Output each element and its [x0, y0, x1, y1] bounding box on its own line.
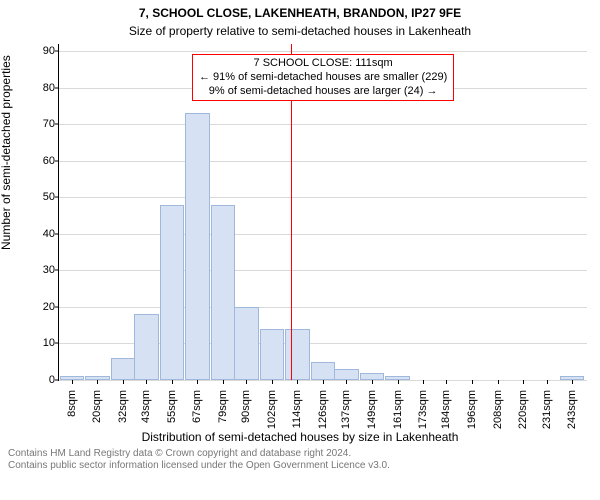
plot-area: 01020304050607080908sqm20sqm32sqm43sqm55…: [58, 44, 587, 381]
x-tick-mark: [246, 380, 247, 384]
x-tick-mark: [72, 380, 73, 384]
chart-caption: Contains HM Land Registry data © Crown c…: [8, 448, 390, 472]
x-tick-mark: [498, 380, 499, 384]
chart-subtitle: Size of property relative to semi-detach…: [0, 24, 600, 38]
y-tick-label: 40: [43, 228, 55, 240]
y-tick-label: 50: [43, 191, 55, 203]
y-tick-mark: [55, 160, 59, 161]
histogram-bar: [334, 369, 359, 380]
grid-line: [59, 124, 587, 125]
x-tick-mark: [446, 380, 447, 384]
histogram-bar: [311, 362, 336, 380]
y-tick-label: 20: [43, 301, 55, 313]
x-tick-mark: [272, 380, 273, 384]
x-tick-mark: [372, 380, 373, 384]
x-tick-label: 43sqm: [140, 390, 152, 423]
histogram-bar: [260, 329, 285, 380]
histogram-bar: [285, 329, 310, 380]
x-tick-label: 55sqm: [166, 390, 178, 423]
x-tick-mark: [423, 380, 424, 384]
y-axis-label: Number of semi-detached properties: [0, 55, 13, 250]
grid-line: [59, 307, 587, 308]
y-tick-mark: [55, 51, 59, 52]
x-tick-label: 220sqm: [517, 390, 529, 429]
x-tick-label: 114sqm: [291, 390, 303, 428]
grid-line: [59, 51, 587, 52]
x-tick-mark: [323, 380, 324, 384]
chart-title: 7, SCHOOL CLOSE, LAKENHEATH, BRANDON, IP…: [0, 6, 600, 20]
x-tick-mark: [346, 380, 347, 384]
x-tick-label: 8sqm: [66, 390, 78, 417]
x-tick-mark: [398, 380, 399, 384]
x-tick-label: 208sqm: [492, 390, 504, 429]
y-tick-mark: [55, 124, 59, 125]
histogram-bar: [211, 205, 236, 380]
x-tick-mark: [547, 380, 548, 384]
chart-container: { "title_main": "7, SCHOOL CLOSE, LAKENH…: [0, 0, 600, 500]
histogram-bar: [234, 307, 259, 380]
annotation-line: 7 SCHOOL CLOSE: 111sqm: [199, 57, 447, 71]
y-tick-label: 10: [43, 337, 55, 349]
x-tick-mark: [197, 380, 198, 384]
x-tick-label: 79sqm: [217, 390, 229, 423]
y-tick-mark: [55, 380, 59, 381]
x-tick-mark: [123, 380, 124, 384]
x-tick-label: 161sqm: [392, 390, 404, 429]
histogram-bar: [160, 205, 185, 380]
x-tick-mark: [572, 380, 573, 384]
histogram-bar: [185, 113, 210, 380]
x-tick-mark: [146, 380, 147, 384]
x-tick-label: 126sqm: [317, 390, 329, 429]
x-tick-label: 149sqm: [366, 390, 378, 429]
x-tick-label: 32sqm: [117, 390, 129, 423]
x-tick-label: 102sqm: [266, 390, 278, 429]
y-tick-mark: [55, 306, 59, 307]
grid-line: [59, 234, 587, 235]
y-tick-mark: [55, 270, 59, 271]
annotation-line: 9% of semi-detached houses are larger (2…: [199, 85, 447, 99]
x-tick-label: 90sqm: [240, 390, 252, 423]
y-tick-label: 30: [43, 264, 55, 276]
y-tick-mark: [55, 343, 59, 344]
x-tick-mark: [172, 380, 173, 384]
x-tick-mark: [523, 380, 524, 384]
x-tick-label: 184sqm: [440, 390, 452, 429]
annotation-box: 7 SCHOOL CLOSE: 111sqm← 91% of semi-deta…: [192, 54, 454, 101]
y-tick-label: 0: [49, 374, 55, 386]
x-tick-mark: [472, 380, 473, 384]
x-tick-label: 20sqm: [91, 390, 103, 423]
grid-line: [59, 197, 587, 198]
x-tick-mark: [223, 380, 224, 384]
x-tick-label: 231sqm: [541, 390, 553, 429]
y-tick-label: 90: [43, 45, 55, 57]
grid-line: [59, 270, 587, 271]
x-tick-label: 137sqm: [340, 390, 352, 429]
y-tick-mark: [55, 197, 59, 198]
y-tick-label: 70: [43, 118, 55, 130]
x-tick-label: 243sqm: [566, 390, 578, 429]
y-tick-mark: [55, 233, 59, 234]
y-tick-label: 80: [43, 82, 55, 94]
x-tick-label: 67sqm: [191, 390, 203, 423]
histogram-bar: [134, 314, 159, 380]
x-tick-label: 173sqm: [417, 390, 429, 429]
x-tick-label: 196sqm: [466, 390, 478, 429]
x-tick-mark: [297, 380, 298, 384]
y-tick-label: 60: [43, 155, 55, 167]
histogram-bar: [360, 373, 385, 380]
y-tick-mark: [55, 87, 59, 88]
grid-line: [59, 161, 587, 162]
x-axis-label: Distribution of semi-detached houses by …: [0, 430, 600, 444]
histogram-bar: [111, 358, 136, 380]
x-tick-mark: [97, 380, 98, 384]
annotation-line: ← 91% of semi-detached houses are smalle…: [199, 71, 447, 85]
